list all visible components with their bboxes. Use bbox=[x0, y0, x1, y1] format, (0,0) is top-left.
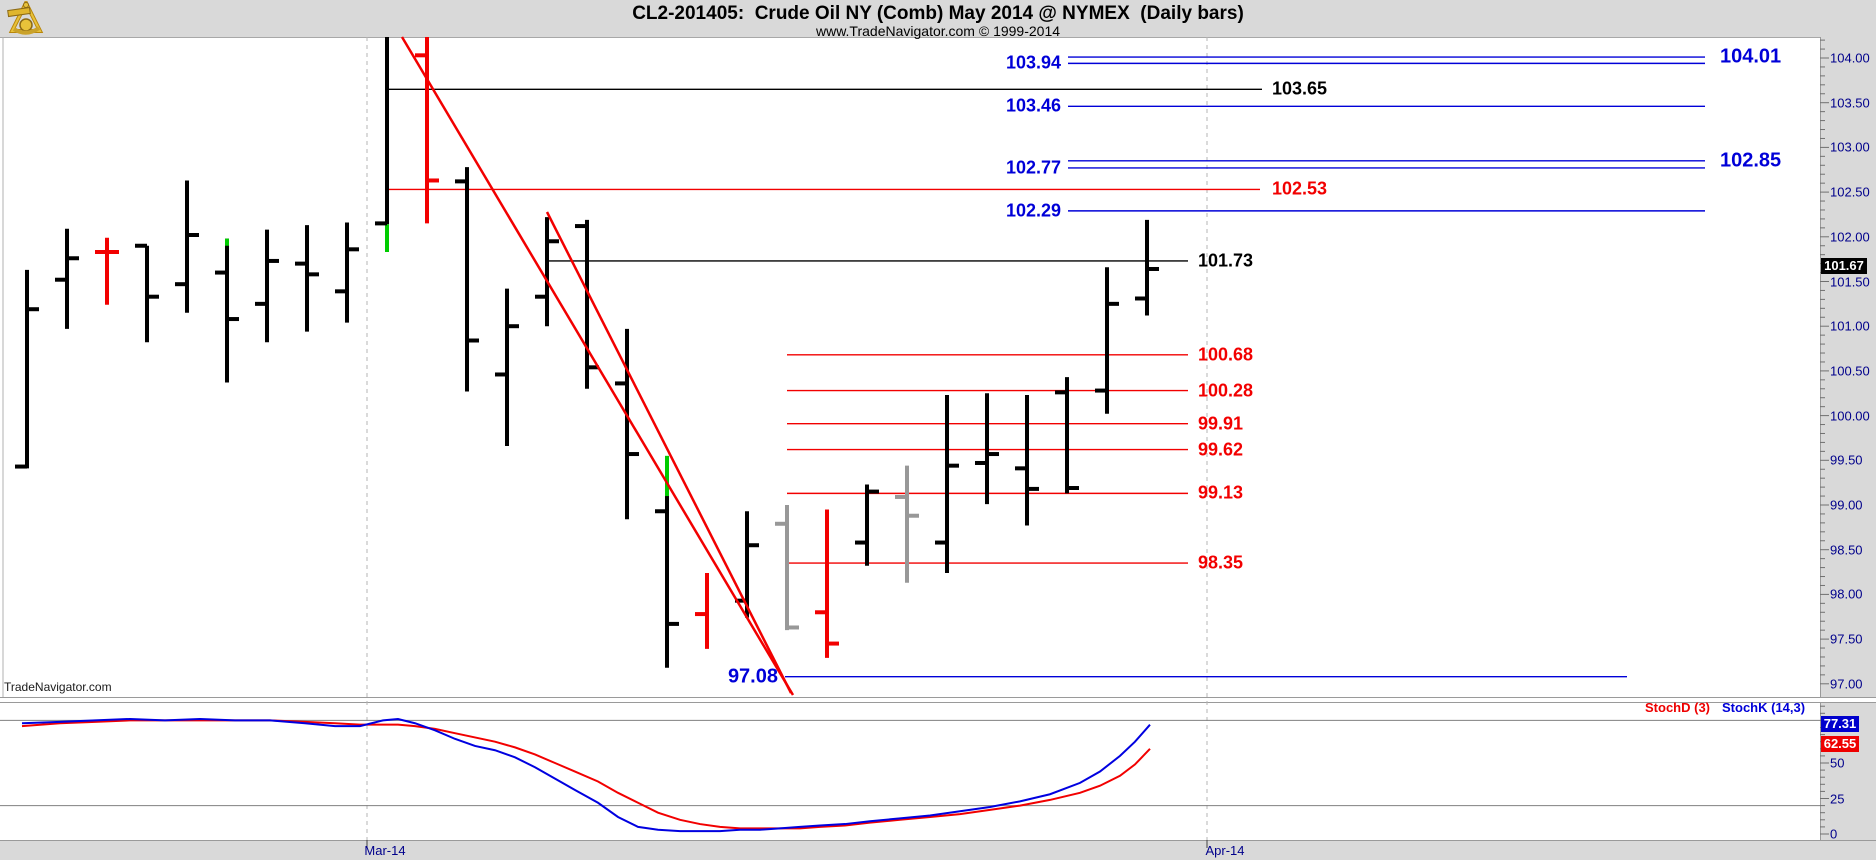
stochk-value-badge: 77.31 bbox=[1821, 716, 1859, 732]
watermark-label: TradeNavigator.com bbox=[4, 680, 112, 694]
last-price-badge: 101.67 bbox=[1821, 258, 1867, 274]
stochd-value-badge: 62.55 bbox=[1821, 736, 1859, 752]
chart-subtitle: www.TradeNavigator.com © 1999-2014 bbox=[815, 23, 1061, 39]
trendline-2[interactable] bbox=[545, 211, 793, 694]
tradenavigator-logo-icon bbox=[7, 1, 44, 35]
header-strip bbox=[0, 0, 1876, 38]
panel-divider[interactable] bbox=[0, 697, 1876, 703]
stochd-curve[interactable] bbox=[21, 719, 1151, 830]
stochk-legend-label[interactable]: StochK (14,3) bbox=[1722, 700, 1806, 715]
stochd-legend-label[interactable]: StochD (3) bbox=[1645, 700, 1710, 715]
stochk-curve[interactable] bbox=[21, 717, 1151, 833]
time-axis-strip[interactable] bbox=[0, 840, 1876, 860]
trendline-1[interactable] bbox=[400, 36, 795, 696]
chart-title: CL2-201405: Crude Oil NY (Comb) May 2014… bbox=[632, 3, 1244, 24]
